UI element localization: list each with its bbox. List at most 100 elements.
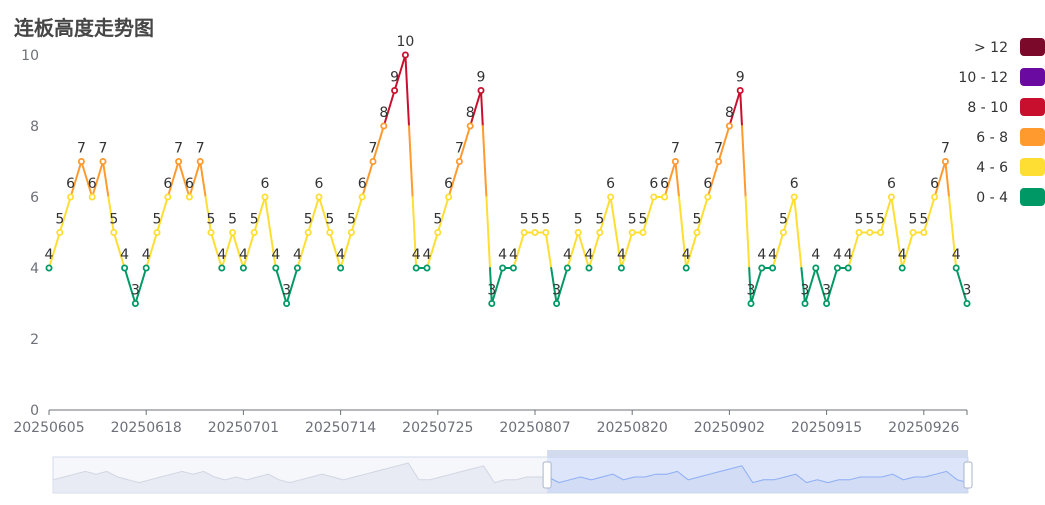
zoom-handle[interactable] <box>542 461 552 489</box>
zoom-selection[interactable] <box>547 457 968 493</box>
data-point[interactable] <box>283 299 291 307</box>
data-point[interactable] <box>434 228 442 236</box>
data-point[interactable] <box>250 228 258 236</box>
data-point[interactable] <box>88 193 96 201</box>
data-point[interactable] <box>909 228 917 236</box>
data-point[interactable] <box>304 228 312 236</box>
data-point[interactable] <box>477 87 485 95</box>
data-point[interactable] <box>823 299 831 307</box>
zoom-move-handle[interactable] <box>547 450 968 457</box>
data-point[interactable] <box>574 228 582 236</box>
legend-item[interactable]: 10 - 12 <box>958 68 1045 86</box>
data-point[interactable] <box>801 299 809 307</box>
data-point[interactable] <box>391 87 399 95</box>
data-point[interactable] <box>877 228 885 236</box>
data-point[interactable] <box>45 264 53 272</box>
legend-swatch <box>1020 158 1045 176</box>
data-point[interactable] <box>693 228 701 236</box>
data-point[interactable] <box>855 228 863 236</box>
legend-item[interactable]: 4 - 6 <box>976 158 1045 176</box>
data-point[interactable] <box>725 122 733 130</box>
data-point[interactable] <box>175 157 183 165</box>
data-point[interactable] <box>833 264 841 272</box>
data-point[interactable] <box>639 228 647 236</box>
data-point[interactable] <box>844 264 852 272</box>
data-point[interactable] <box>607 193 615 201</box>
data-point[interactable] <box>131 299 139 307</box>
data-point[interactable] <box>509 264 517 272</box>
data-point[interactable] <box>99 157 107 165</box>
data-point[interactable] <box>812 264 820 272</box>
legend-item[interactable]: 0 - 4 <box>976 188 1045 206</box>
data-point[interactable] <box>531 228 539 236</box>
data-point[interactable] <box>790 193 798 201</box>
data-point[interactable] <box>736 87 744 95</box>
data-point[interactable] <box>941 157 949 165</box>
data-point[interactable] <box>747 299 755 307</box>
data-point[interactable] <box>779 228 787 236</box>
data-point[interactable] <box>423 264 431 272</box>
data-point[interactable] <box>466 122 474 130</box>
data-point[interactable] <box>207 228 215 236</box>
data-point[interactable] <box>401 51 409 59</box>
data-point[interactable] <box>337 264 345 272</box>
data-point[interactable] <box>218 264 226 272</box>
data-point[interactable] <box>142 264 150 272</box>
data-point[interactable] <box>56 228 64 236</box>
zoom-handle[interactable] <box>963 461 973 489</box>
data-point[interactable] <box>358 193 366 201</box>
data-point[interactable] <box>715 157 723 165</box>
data-point[interactable] <box>952 264 960 272</box>
data-point[interactable] <box>866 228 874 236</box>
data-point[interactable] <box>488 299 496 307</box>
data-point[interactable] <box>455 157 463 165</box>
data-point[interactable] <box>671 157 679 165</box>
data-point[interactable] <box>898 264 906 272</box>
data-point[interactable] <box>164 193 172 201</box>
data-point[interactable] <box>153 228 161 236</box>
line-segment <box>58 196 72 234</box>
data-point[interactable] <box>67 193 75 201</box>
data-point[interactable] <box>499 264 507 272</box>
data-point[interactable] <box>185 193 193 201</box>
data-point[interactable] <box>704 193 712 201</box>
data-point[interactable] <box>769 264 777 272</box>
data-point[interactable] <box>920 228 928 236</box>
data-point[interactable] <box>326 228 334 236</box>
data-point[interactable] <box>261 193 269 201</box>
data-point[interactable] <box>380 122 388 130</box>
data-point[interactable] <box>563 264 571 272</box>
data-point[interactable] <box>650 193 658 201</box>
data-point[interactable] <box>542 228 550 236</box>
data-point[interactable] <box>272 264 280 272</box>
data-point[interactable] <box>315 193 323 201</box>
data-point[interactable] <box>520 228 528 236</box>
data-point[interactable] <box>77 157 85 165</box>
data-point[interactable] <box>347 228 355 236</box>
data-point[interactable] <box>931 193 939 201</box>
data-point[interactable] <box>110 228 118 236</box>
data-point[interactable] <box>682 264 690 272</box>
data-point[interactable] <box>239 264 247 272</box>
data-zoom-slider[interactable] <box>52 450 973 494</box>
data-point[interactable] <box>445 193 453 201</box>
data-point[interactable] <box>553 299 561 307</box>
legend-item[interactable]: > 12 <box>974 38 1045 56</box>
data-point[interactable] <box>596 228 604 236</box>
data-point[interactable] <box>585 264 593 272</box>
data-point[interactable] <box>887 193 895 201</box>
data-label: 5 <box>541 212 550 228</box>
data-point[interactable] <box>121 264 129 272</box>
data-point[interactable] <box>229 228 237 236</box>
data-point[interactable] <box>412 264 420 272</box>
legend-item[interactable]: 6 - 8 <box>976 128 1045 146</box>
data-point[interactable] <box>293 264 301 272</box>
data-point[interactable] <box>628 228 636 236</box>
data-point[interactable] <box>661 193 669 201</box>
legend-item[interactable]: 8 - 10 <box>967 98 1045 116</box>
data-point[interactable] <box>758 264 766 272</box>
data-point[interactable] <box>963 299 971 307</box>
data-point[interactable] <box>617 264 625 272</box>
data-point[interactable] <box>369 157 377 165</box>
data-point[interactable] <box>196 157 204 165</box>
